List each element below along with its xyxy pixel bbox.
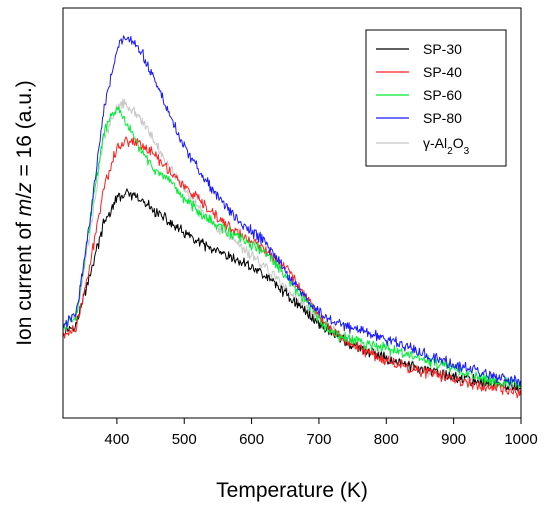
x-tick-label: 900: [441, 431, 466, 448]
series-line-sp-40: [62, 136, 521, 399]
series-layer: [62, 35, 521, 399]
x-axis-title: Temperature (K): [216, 479, 368, 502]
y-axis-title: Ion current of m/z = 16 (a.u.): [13, 80, 36, 346]
x-tick-label: 800: [374, 431, 399, 448]
y-axis-title-part: m: [13, 199, 36, 217]
legend-label-subscript: 3: [464, 146, 470, 157]
y-axis-title-part: Ion current of: [13, 216, 36, 346]
legend-label-sp-30: SP-30: [423, 41, 462, 57]
legend-label-subscript: 2: [447, 146, 453, 157]
legend-label-sp-60: SP-60: [423, 87, 462, 103]
legend: SP-30 SP-40 SP-60 SP-80 γ-Al2O3: [365, 29, 507, 167]
x-axis: 400 500 600 700 800 900 1000: [104, 418, 538, 448]
series-line-al2o3: [62, 98, 521, 391]
y-axis-title-part: = 16 (a.u.): [13, 80, 36, 182]
x-tick-label: 700: [306, 431, 331, 448]
legend-label-gamma-al2o3: γ-Al2O3: [423, 135, 470, 157]
legend-label-text: O: [453, 135, 464, 151]
legend-label-sp-80: SP-80: [423, 110, 462, 126]
y-axis-title-part: /: [13, 193, 36, 199]
series-line-sp-60: [62, 106, 521, 389]
x-tick-label: 1000: [504, 431, 537, 448]
x-tick-label: 600: [239, 431, 264, 448]
series-line-sp-80: [62, 35, 521, 387]
x-tick-label: 500: [172, 431, 197, 448]
plot-frame: [62, 7, 522, 419]
x-tick-label: 400: [104, 431, 129, 448]
legend-label-text: γ-Al: [423, 135, 447, 151]
y-axis-title-part: z: [13, 182, 36, 194]
legend-label-sp-40: SP-40: [423, 64, 462, 80]
